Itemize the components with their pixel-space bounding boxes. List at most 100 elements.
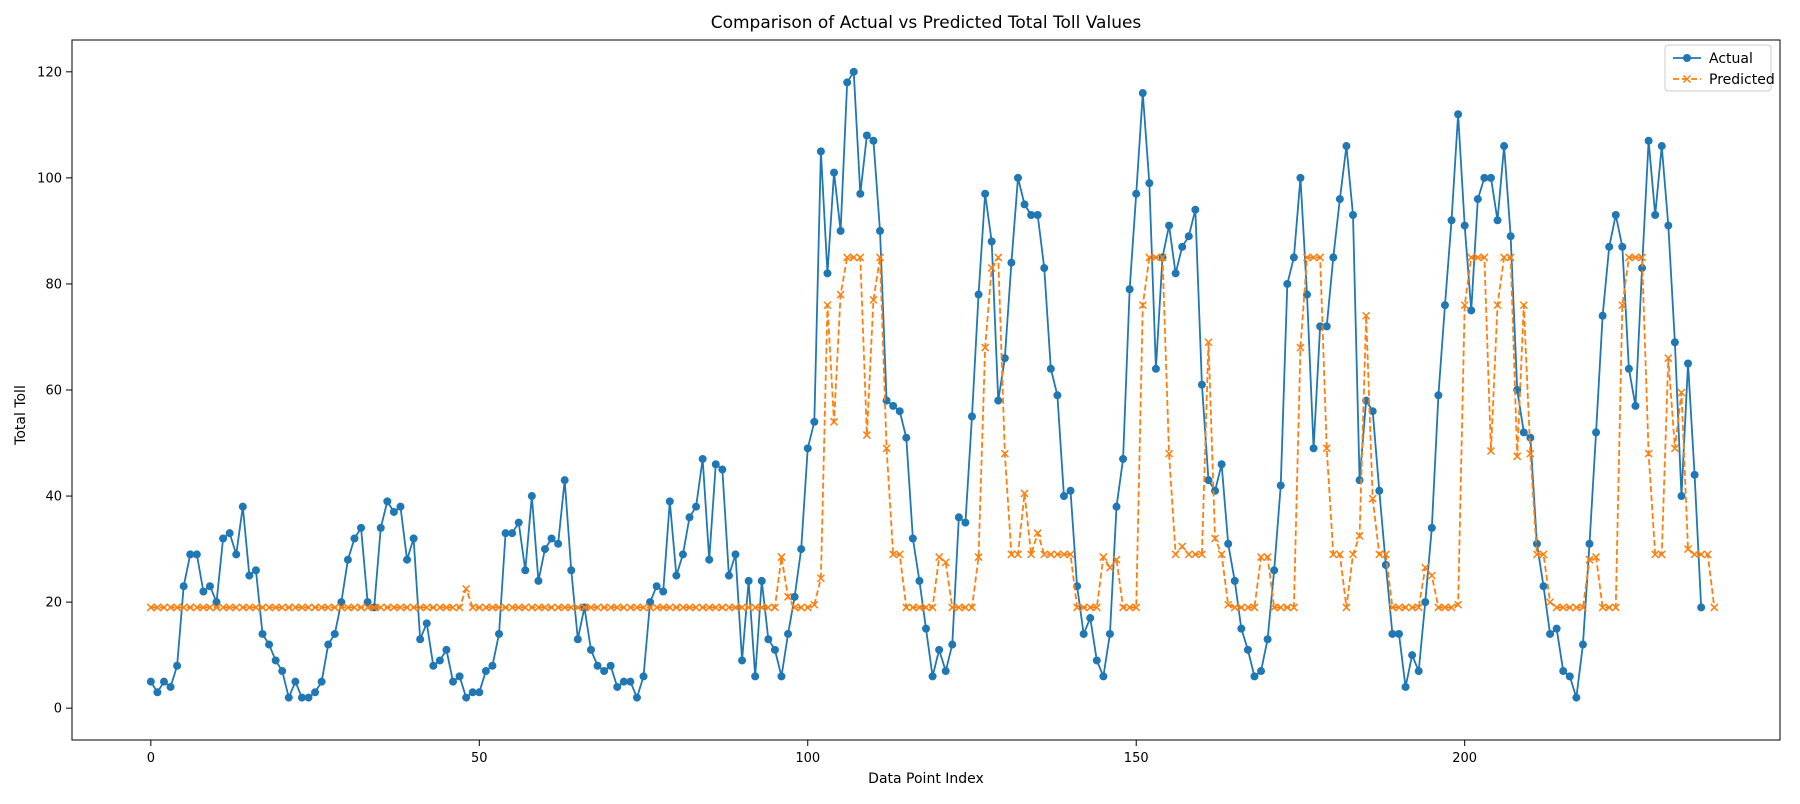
data-point-predicted [1263, 553, 1272, 562]
y-tick-label: 0 [54, 702, 62, 717]
data-point-predicted [514, 603, 523, 612]
data-point-predicted [1664, 354, 1673, 363]
data-point-predicted [803, 603, 812, 612]
data-point-actual [1506, 232, 1515, 241]
data-point-predicted [455, 603, 464, 612]
data-point-predicted [678, 603, 687, 612]
data-point-predicted [1145, 253, 1154, 262]
data-point-actual [1349, 211, 1357, 219]
data-point-predicted [659, 603, 668, 612]
data-point-predicted [1289, 603, 1298, 612]
data-point-predicted [974, 553, 983, 562]
data-point-actual [1027, 211, 1036, 219]
data-point-actual [1454, 110, 1463, 119]
data-point-predicted [1355, 531, 1364, 540]
data-point-predicted [1191, 550, 1200, 559]
data-point-actual [1151, 364, 1160, 373]
data-point-actual [1447, 216, 1456, 225]
data-point-predicted [501, 603, 510, 612]
data-point-predicted [357, 603, 366, 612]
data-point-predicted [1578, 603, 1587, 612]
data-point-predicted [869, 295, 878, 304]
data-point-actual [1500, 142, 1509, 151]
data-point-predicted [179, 603, 188, 612]
data-point-actual [1335, 195, 1344, 204]
data-point-predicted [291, 603, 300, 612]
data-point-actual [1197, 380, 1206, 389]
data-point-predicted [889, 550, 898, 559]
data-point-actual [1079, 629, 1088, 638]
data-point-predicted [350, 603, 359, 612]
y-tick-label: 40 [45, 490, 62, 505]
data-point-predicted [1592, 553, 1601, 562]
data-point-predicted [304, 603, 313, 612]
data-point-predicted [1605, 603, 1614, 612]
data-point-actual [626, 677, 635, 686]
data-point-actual [659, 587, 668, 596]
data-point-predicted [1572, 603, 1581, 612]
data-point-predicted [560, 603, 569, 612]
data-point-actual [1664, 221, 1673, 230]
data-point-actual [278, 667, 287, 676]
data-point-actual [1552, 624, 1561, 633]
data-point-actual [403, 555, 412, 564]
data-point-actual [692, 502, 701, 511]
data-point-actual [1191, 205, 1200, 214]
data-point-actual [928, 672, 937, 681]
data-point-predicted [1703, 550, 1712, 559]
data-point-actual [1605, 242, 1614, 251]
data-point-predicted [915, 603, 924, 612]
data-point-predicted [600, 603, 609, 612]
data-point-predicted [1559, 603, 1568, 612]
data-point-actual [1559, 667, 1568, 676]
data-point-predicted [1500, 253, 1509, 262]
data-point-actual [232, 550, 241, 559]
data-point-predicted [1230, 603, 1239, 612]
data-point-actual [1638, 264, 1647, 273]
data-point-predicted [1638, 253, 1647, 262]
data-point-actual [632, 693, 641, 702]
data-point-predicted [1414, 603, 1423, 612]
data-point-predicted [685, 603, 694, 612]
data-point-predicted [1670, 444, 1679, 453]
data-point-actual [1394, 629, 1403, 638]
data-point-predicted [1059, 550, 1068, 559]
data-point-actual [1033, 211, 1042, 219]
data-point-actual [1342, 142, 1351, 151]
y-tick-label: 20 [45, 596, 62, 611]
data-point-actual [902, 433, 911, 442]
data-point-predicted [1467, 253, 1476, 262]
legend-label: Predicted [1709, 72, 1775, 88]
data-point-actual [1388, 629, 1397, 638]
data-point-predicted [1322, 444, 1331, 453]
data-point-predicted [1697, 550, 1706, 559]
data-point-predicted [1611, 603, 1620, 612]
data-point-predicted [1335, 550, 1344, 559]
data-point-predicted [1158, 253, 1167, 262]
data-point-predicted [1618, 301, 1627, 310]
data-point-predicted [186, 603, 195, 612]
data-point-actual [1624, 364, 1633, 373]
data-point-predicted [1276, 603, 1285, 612]
data-point-actual [173, 661, 182, 670]
data-point-predicted [383, 603, 392, 612]
data-point-predicted [153, 603, 162, 612]
data-point-predicted [547, 603, 556, 612]
data-point-actual [718, 465, 727, 474]
data-point-actual [481, 667, 490, 676]
data-point-actual [619, 677, 628, 686]
data-point-predicted [1565, 603, 1574, 612]
data-point-predicted [816, 574, 825, 583]
data-point-actual [784, 629, 793, 638]
data-point-predicted [1309, 253, 1318, 262]
data-point-actual [613, 682, 622, 691]
data-point-actual [1171, 269, 1180, 278]
data-point-actual [265, 640, 274, 649]
data-point-predicted [593, 603, 602, 612]
data-point-actual [981, 189, 990, 198]
data-point-actual [1224, 539, 1233, 548]
x-tick-label: 0 [147, 751, 155, 766]
data-point-predicted [1053, 550, 1062, 559]
